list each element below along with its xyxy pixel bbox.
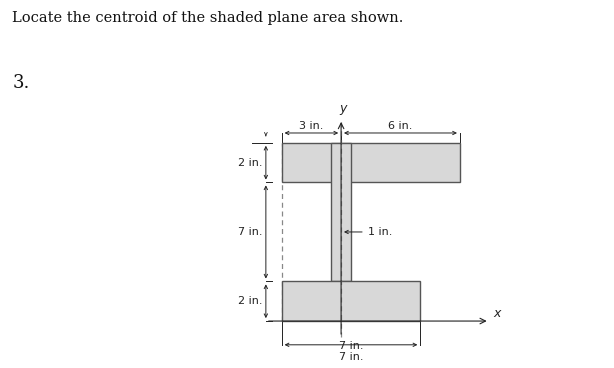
Text: 6 in.: 6 in. <box>388 121 413 131</box>
Text: 7 in.: 7 in. <box>339 341 363 351</box>
Text: Locate the centroid of the shaded plane area shown.: Locate the centroid of the shaded plane … <box>12 11 403 25</box>
Text: 7 in.: 7 in. <box>339 352 363 362</box>
Text: 1 in.: 1 in. <box>368 227 392 237</box>
Text: 7 in.: 7 in. <box>238 227 263 237</box>
Text: 2 in.: 2 in. <box>238 296 263 306</box>
Bar <box>331 143 351 282</box>
Text: x: x <box>494 307 501 320</box>
Bar <box>282 143 460 183</box>
Text: 3 in.: 3 in. <box>299 121 324 131</box>
Text: 3.: 3. <box>12 74 29 92</box>
Text: 2 in.: 2 in. <box>238 158 263 168</box>
Bar <box>282 282 420 321</box>
Text: y: y <box>340 102 347 115</box>
